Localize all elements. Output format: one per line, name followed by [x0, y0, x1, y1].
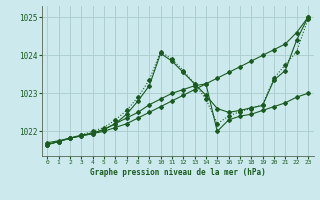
X-axis label: Graphe pression niveau de la mer (hPa): Graphe pression niveau de la mer (hPa): [90, 168, 266, 177]
